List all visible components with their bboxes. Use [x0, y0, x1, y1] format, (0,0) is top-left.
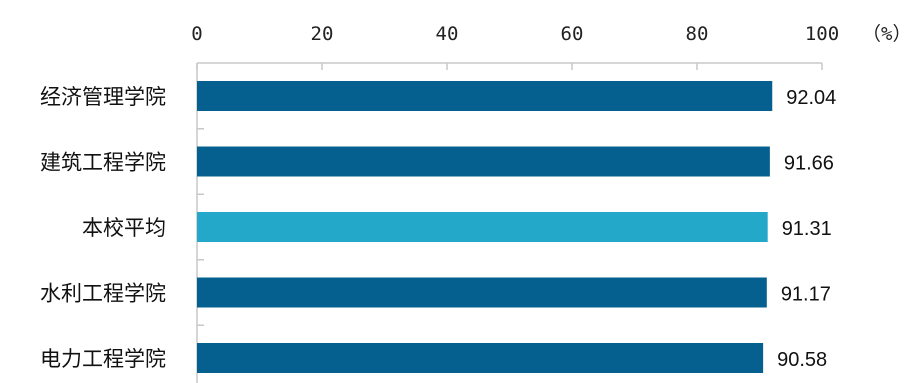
value-labels: 92.04 91.66 91.31 91.17 90.58 [777, 87, 836, 371]
x-tick-label: 20 [311, 23, 334, 45]
bar [197, 212, 768, 242]
x-axis-unit: （%） [862, 23, 911, 45]
x-tick-label: 60 [561, 23, 584, 45]
value-label: 91.31 [782, 218, 832, 240]
x-tick-label: 40 [436, 23, 459, 45]
bar [197, 81, 773, 111]
category-label: 建筑工程学院 [40, 151, 166, 175]
value-label: 90.58 [777, 349, 827, 371]
x-axis: 0 20 40 60 80 100 [191, 23, 839, 70]
category-label: 水利工程学院 [40, 282, 166, 306]
value-label: 91.66 [784, 153, 834, 175]
x-tick-label: 80 [686, 23, 709, 45]
category-label: 电力工程学院 [40, 347, 166, 371]
bar [197, 343, 764, 373]
category-label: 本校平均 [82, 216, 166, 240]
x-tick-label: 0 [191, 23, 202, 45]
bar [197, 277, 767, 308]
bar [197, 146, 770, 177]
bars [197, 81, 773, 373]
value-label: 91.17 [781, 284, 831, 306]
category-label: 经济管理学院 [40, 85, 166, 109]
x-tick-label: 100 [805, 23, 839, 45]
value-label: 92.04 [786, 87, 836, 109]
